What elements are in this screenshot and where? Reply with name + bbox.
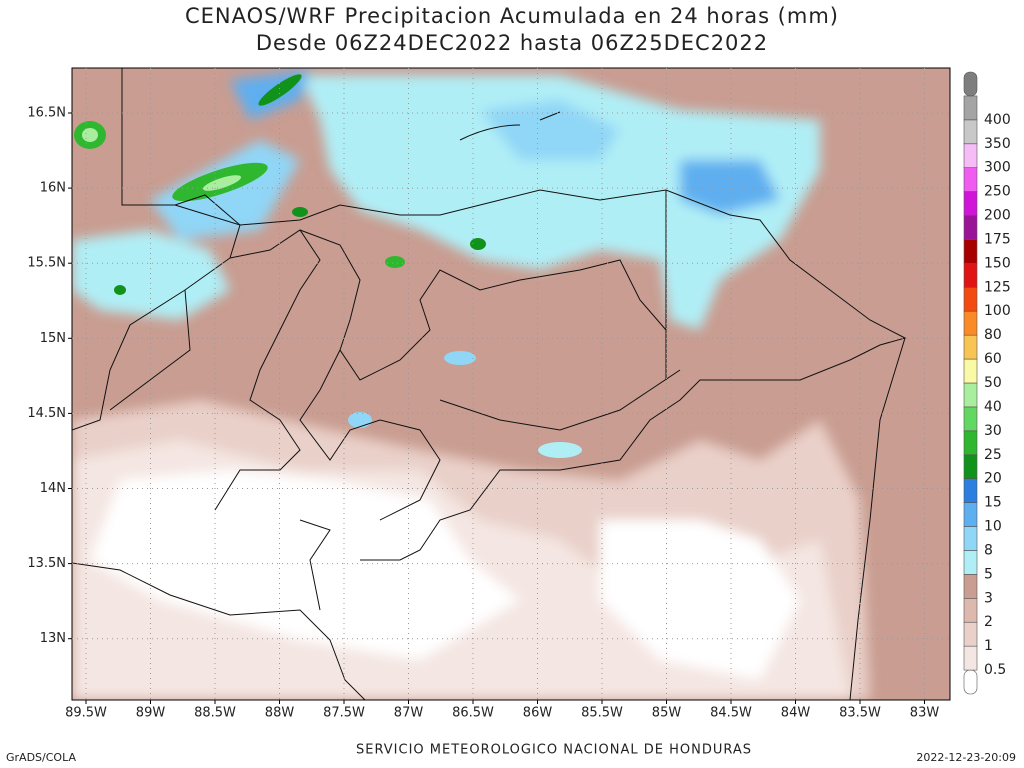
lat-tick-label: 15N [40,331,66,346]
colorbar-segment [963,263,978,288]
colorbar-segment [963,143,978,168]
lon-tick-label: 88.5W [194,706,236,721]
colorbar-label: 100 [984,303,1011,319]
colorbar-segment [963,598,978,623]
footer-left: GrADS/COLA [6,751,76,764]
colorbar-segment [963,645,978,671]
lat-tick-label: 14.5N [27,406,66,421]
colorbar-segment [963,71,978,97]
colorbar-segment [963,95,978,121]
colorbar-label: 350 [984,136,1011,152]
colorbar-segment [963,167,978,192]
colorbar-label: 60 [984,351,1002,367]
colorbar-segment [963,478,978,503]
lat-tick-label: 16.5N [27,106,66,121]
colorbar-segment [963,358,978,384]
colorbar-segment [963,334,978,360]
colorbar-label: 200 [984,208,1011,224]
colorbar-segment [963,406,978,432]
colorbar-label: 30 [984,423,1002,439]
colorbar-segment [963,454,978,479]
lon-tick-label: 84W [781,706,811,721]
lat-tick-label: 16N [40,181,66,196]
borders [72,68,907,700]
colorbar-label: 8 [984,542,993,558]
colorbar-segment [963,621,978,647]
footer-center: SERVICIO METEOROLOGICO NACIONAL DE HONDU… [356,743,752,758]
title-line: CENAOS/WRF Precipitacion Acumulada en 24… [185,4,839,28]
colorbar-label: 15 [984,495,1002,511]
lon-tick-label: 83W [910,706,940,721]
colorbar-label: 5 [984,566,993,582]
colorbar-segment [963,287,978,312]
lon-tick-label: 84.5W [710,706,752,721]
colorbar-label: 20 [984,471,1002,487]
colorbar-segment [963,502,978,527]
colorbar-segment [963,550,978,575]
colorbar-label: 400 [984,112,1011,128]
lon-tick-label: 86.5W [452,706,494,721]
colorbar-segment [963,191,978,216]
subtitle-line: Desde 06Z24DEC2022 hasta 06Z25DEC2022 [256,31,768,55]
colorbar-segment [963,215,978,240]
colorbar-label: 0.5 [984,662,1006,678]
colorbar-segment [963,382,978,408]
lat-tick-label: 13.5N [27,556,66,571]
lon-tick-label: 87.5W [323,706,365,721]
colorbar-label: 175 [984,231,1011,247]
colorbar-label: 50 [984,375,1002,391]
lon-tick-label: 89W [136,706,166,721]
colorbar-segment [963,526,978,551]
colorbar-segment [963,310,978,336]
colorbar-segment [963,239,978,264]
colorbar-segment [963,430,978,456]
lat-tick-label: 13N [40,631,66,646]
colorbar: 0.5 1 2 3 5 8 10 15 20 25 30 40 50 60 80 100 125 150 175 20… [963,71,1011,695]
colorbar-label: 3 [984,590,993,606]
colorbar-label: 25 [984,447,1002,463]
precip-field [72,68,950,700]
lon-tick-label: 86W [523,706,553,721]
colorbar-segment [963,574,978,599]
lat-tick-label: 15.5N [27,256,66,271]
colorbar-label: 1 [984,638,993,654]
colorbar-label: 10 [984,519,1002,535]
colorbar-segment [963,669,978,695]
lon-tick-label: 85.5W [581,706,623,721]
colorbar-label: 80 [984,327,1002,343]
lat-tick-label: 14N [40,481,66,496]
colorbar-label: 125 [984,279,1011,295]
graticule: 16.5N 16N 15.5N 15N 14.5N 14N 13.5N 13N 89.5W 89W… [27,68,950,721]
lon-tick-label: 87W [394,706,424,721]
colorbar-label: 40 [984,399,1002,415]
colorbar-segment [963,119,978,145]
colorbar-label: 300 [984,160,1011,176]
lon-tick-label: 89.5W [65,706,107,721]
colorbar-label: 2 [984,614,993,630]
lon-tick-label: 85W [652,706,682,721]
footer-right: 2022-12-23-20:09 [916,751,1016,764]
lon-tick-label: 83.5W [839,706,881,721]
colorbar-label: 250 [984,184,1011,200]
map-frame [71,67,951,701]
colorbar-label: 150 [984,255,1011,271]
lon-tick-label: 88W [265,706,295,721]
